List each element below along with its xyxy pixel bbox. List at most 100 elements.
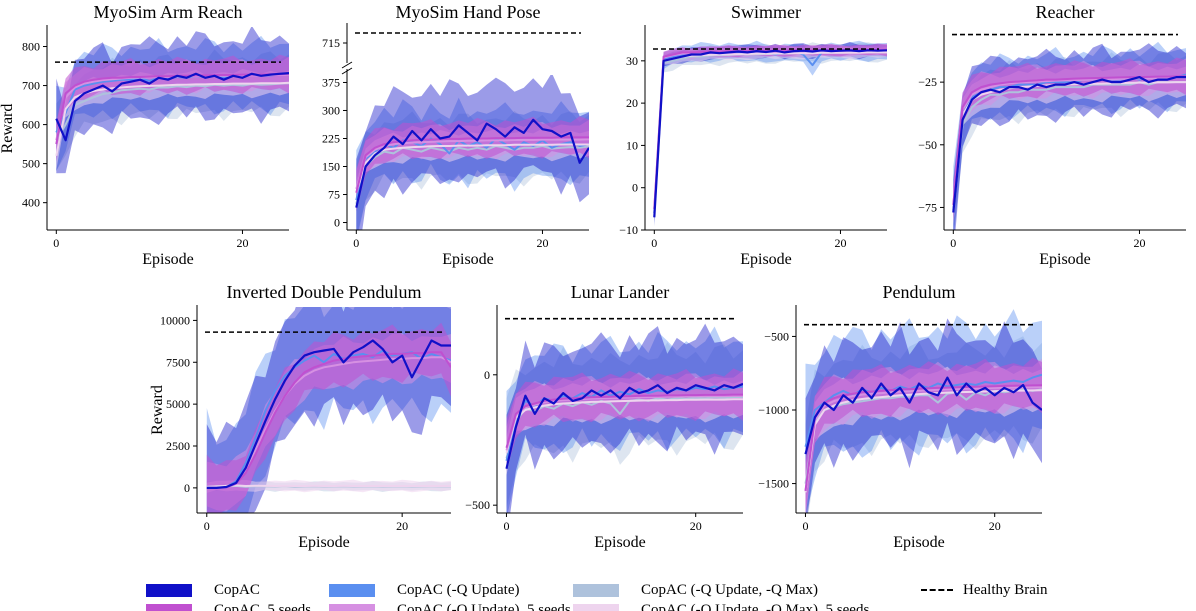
x-axis-label: Episode	[298, 534, 350, 551]
y-tick-label: −500	[764, 329, 789, 343]
series-line-copac-q-update-	[355, 137, 589, 201]
series-line-copac-q-update-q-max-	[804, 388, 1042, 484]
bands	[356, 75, 589, 230]
series-line-copac-q-update-5-seeds	[952, 76, 1186, 205]
y-tick-label: 7500	[166, 355, 190, 369]
x-tick-label: 20	[690, 519, 702, 533]
legend-label: CopAC (-Q Update)	[397, 581, 520, 598]
bands	[654, 40, 887, 227]
y-tick-label: 10	[626, 138, 638, 152]
series-line-copac-q-update-5-seeds	[505, 394, 743, 451]
legend-item-copac-no-q-update-5-seeds: CopAC (-Q Update), 5 seeds	[329, 601, 571, 611]
y-tick-label: 225	[322, 131, 340, 145]
series-line-copac-q-update-q-max-5-seeds	[952, 81, 1186, 208]
y-tick-label: 715	[322, 36, 340, 50]
y-tick-label: 400	[22, 196, 40, 210]
legend-label: CopAC, 5 seeds	[214, 601, 312, 611]
lines	[505, 382, 743, 469]
band-copac-5-seeds	[953, 57, 1186, 222]
y-tick-label: 375	[322, 75, 340, 89]
x-tick-label: 0	[204, 519, 210, 533]
panel-reacher: Reacher −75 −50 −25 0 20 Episode	[918, 2, 1186, 268]
series-line-copac-5-seeds	[505, 393, 743, 449]
chart-title: Swimmer	[731, 2, 801, 22]
bands	[206, 307, 451, 513]
series-line-copac-q-update-q-max-5-seeds	[804, 389, 1042, 493]
x-tick-label: 20	[834, 236, 846, 250]
series-line-copac-5-seeds	[653, 48, 887, 209]
y-tick-label: −1000	[758, 403, 789, 417]
chart-title: Reacher	[1036, 2, 1095, 22]
lines	[804, 373, 1042, 493]
figure: MyoSim Arm Reach 400 500 600 700 800 0 20 Episod…	[0, 2, 1186, 551]
y-tick-label: 150	[322, 160, 340, 174]
series-line-copac-q-update-q-max-	[355, 145, 589, 205]
series-line-copac-q-update-q-max-	[952, 81, 1186, 211]
y-tick-label: 800	[22, 40, 40, 54]
x-axis-label: Episode	[594, 534, 646, 551]
lines	[206, 339, 451, 489]
x-tick-label: 0	[53, 236, 59, 250]
lines	[952, 73, 1186, 213]
series-line-copac-q-update-5-seeds	[653, 49, 887, 209]
y-tick-label: −10	[619, 223, 638, 237]
legend-dash	[921, 589, 953, 591]
chart-title: Lunar Lander	[571, 282, 669, 302]
series-line-copac-q-update-q-max-5-seeds	[355, 143, 589, 193]
y-tick-label: 10000	[160, 313, 190, 327]
panel-pendulum: Pendulum −1500 −1000 −500 0 20 Episode	[758, 282, 1042, 551]
x-tick-label: 0	[503, 519, 509, 533]
y-tick-label: 0	[484, 368, 490, 382]
series-line-copac-q-update-q-max-	[505, 396, 743, 459]
legend-item-copac-no-q-update: CopAC (-Q Update)	[329, 581, 519, 599]
x-tick-label: 0	[950, 236, 956, 250]
series-line-copac-q-update-	[653, 50, 887, 214]
legend-item-healthy-brain: Healthy Brain	[921, 581, 1048, 599]
bands	[953, 41, 1186, 230]
panel-lunar-lander: Lunar Lander −500 0 0 20 Episode	[465, 282, 743, 551]
band-copac	[356, 75, 589, 230]
chart-title: Pendulum	[882, 282, 955, 302]
series-line-copac	[653, 49, 887, 218]
band-copac-5-seeds	[206, 322, 451, 513]
x-tick-label: 20	[396, 519, 408, 533]
y-tick-label: 5000	[166, 397, 190, 411]
y-tick-label: 75	[328, 188, 340, 202]
y-tick-label: −1500	[758, 477, 789, 491]
y-tick-label: 500	[22, 157, 40, 171]
series-line-copac	[505, 382, 743, 469]
legend-swatch	[329, 583, 375, 597]
lines	[355, 118, 589, 208]
legend-swatch	[146, 583, 192, 597]
bands	[506, 323, 743, 513]
series-line-copac-q-update-q-max-5-seeds	[505, 398, 743, 454]
legend-item-copac-5-seeds: CopAC, 5 seeds	[146, 601, 311, 611]
axis-break-mark	[341, 61, 353, 69]
bands	[56, 27, 289, 174]
legend-item-copac-no-q-update-no-q-max-5-seeds: CopAC (-Q Update, -Q Max), 5 seeds	[573, 601, 869, 611]
series-line-copac-q-update-q-max-5-seeds	[55, 81, 289, 156]
y-axis-label: Reward	[0, 104, 16, 154]
panel-myosim-hand-pose: MyoSim Hand Pose 715 0 75 150 225 300 375 0 20 Epi…	[322, 2, 589, 268]
band-copac	[206, 307, 451, 513]
panel-swimmer: Swimmer −10 0 10 20 30 0 20 Episode	[619, 2, 887, 268]
legend-label: CopAC (-Q Update), 5 seeds	[397, 601, 571, 611]
series-line-copac-5-seeds	[952, 75, 1186, 205]
x-tick-label: 20	[536, 236, 548, 250]
y-tick-label: −500	[465, 498, 490, 512]
x-axis-label: Episode	[1039, 251, 1091, 268]
y-tick-label: 30	[626, 54, 638, 68]
chart-title: Inverted Double Pendulum	[227, 282, 422, 302]
legend-swatch	[573, 603, 619, 611]
y-tick-label: 0	[632, 181, 638, 195]
x-axis-label: Episode	[142, 251, 194, 268]
chart-title: MyoSim Arm Reach	[94, 2, 243, 22]
y-tick-label: 20	[626, 96, 638, 110]
legend-label: Healthy Brain	[963, 581, 1048, 598]
y-tick-label: 300	[322, 103, 340, 117]
band-copac-q-update-q-max-5-seeds	[654, 46, 887, 215]
x-tick-label: 0	[802, 519, 808, 533]
panel-myosim-arm-reach: MyoSim Arm Reach 400 500 600 700 800 0 20 Episod…	[0, 2, 289, 268]
band-copac-q-update-5-seeds	[654, 43, 887, 214]
series-line-copac-q-update-q-max-	[653, 51, 887, 214]
